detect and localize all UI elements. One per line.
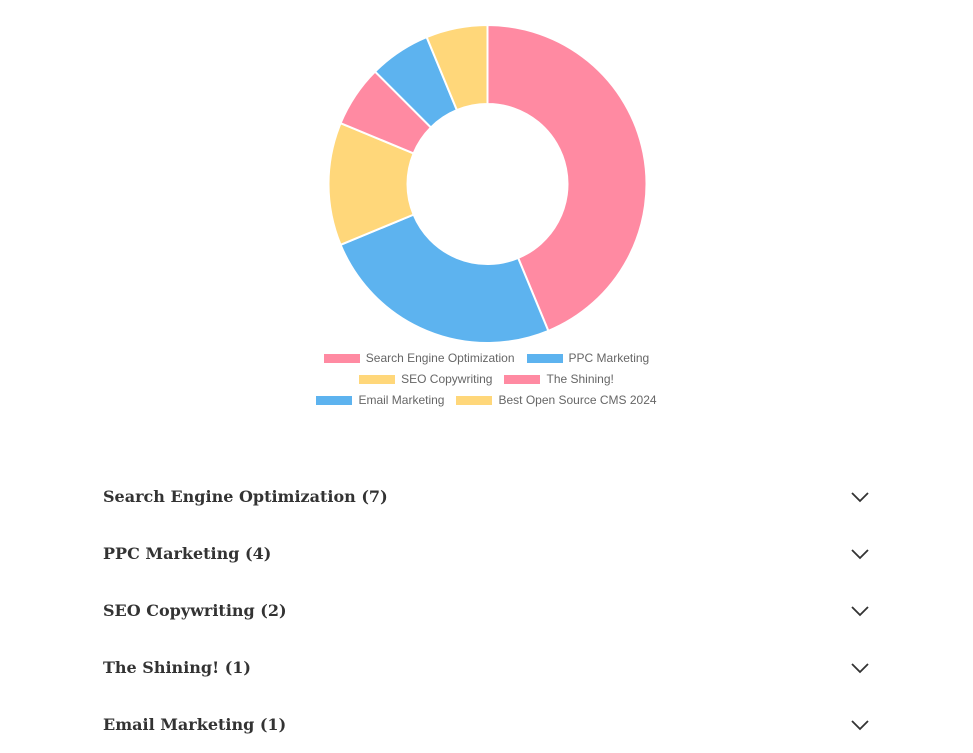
accordion-item-title: The Shining! (1): [103, 658, 251, 677]
accordion-item[interactable]: Search Engine Optimization (7): [103, 468, 873, 525]
chart-area: Search Engine Optimization PPC Marketing…: [0, 23, 973, 407]
accordion-item-title: PPC Marketing (4): [103, 544, 272, 563]
chevron-down-icon[interactable]: [850, 658, 870, 678]
legend-item[interactable]: PPC Marketing: [526, 351, 650, 365]
legend-swatch: [323, 353, 360, 363]
chevron-down-icon[interactable]: [850, 487, 870, 507]
accordion-item[interactable]: SEO Copywriting (2): [103, 582, 873, 639]
legend-item[interactable]: SEO Copywriting: [359, 372, 492, 386]
legend-row: Email Marketing Best Open Source CMS 202…: [0, 393, 973, 407]
legend-label: Search Engine Optimization: [365, 351, 515, 365]
chevron-down-icon[interactable]: [850, 715, 870, 735]
legend-label: The Shining!: [546, 372, 614, 386]
donut-chart: [327, 23, 648, 344]
legend-label: SEO Copywriting: [401, 372, 493, 386]
donut-slice-ppc-marketing[interactable]: [339, 213, 550, 344]
legend-swatch: [526, 353, 563, 363]
legend-item[interactable]: Best Open Source CMS 2024: [456, 393, 657, 407]
accordion-item-title: Email Marketing (1): [103, 715, 287, 734]
legend-label: PPC Marketing: [568, 351, 650, 365]
legend-row: Search Engine Optimization PPC Marketing: [0, 351, 973, 365]
accordion-item-title: SEO Copywriting (2): [103, 601, 287, 620]
chevron-down-icon[interactable]: [850, 601, 870, 621]
accordion-item[interactable]: The Shining! (1): [103, 639, 873, 696]
legend-item[interactable]: Email Marketing: [316, 393, 444, 407]
legend-swatch: [504, 374, 541, 384]
accordion-item-title: Search Engine Optimization (7): [103, 487, 388, 506]
legend-row: SEO Copywriting The Shining!: [0, 372, 973, 386]
legend-swatch: [359, 374, 396, 384]
legend-swatch: [316, 395, 353, 405]
legend-item[interactable]: The Shining!: [504, 372, 614, 386]
category-accordion: Search Engine Optimization (7) PPC Marke…: [103, 468, 873, 753]
chevron-down-icon[interactable]: [850, 544, 870, 564]
legend-swatch: [456, 395, 493, 405]
accordion-item[interactable]: PPC Marketing (4): [103, 525, 873, 582]
legend-item[interactable]: Search Engine Optimization: [323, 351, 515, 365]
legend-label: Best Open Source CMS 2024: [498, 393, 657, 407]
legend-label: Email Marketing: [358, 393, 445, 407]
donut-slice-best-open-source-cms-2024[interactable]: [425, 23, 489, 112]
donut-slice-search-engine-optimization[interactable]: [486, 23, 648, 333]
accordion-item[interactable]: Email Marketing (1): [103, 696, 873, 753]
